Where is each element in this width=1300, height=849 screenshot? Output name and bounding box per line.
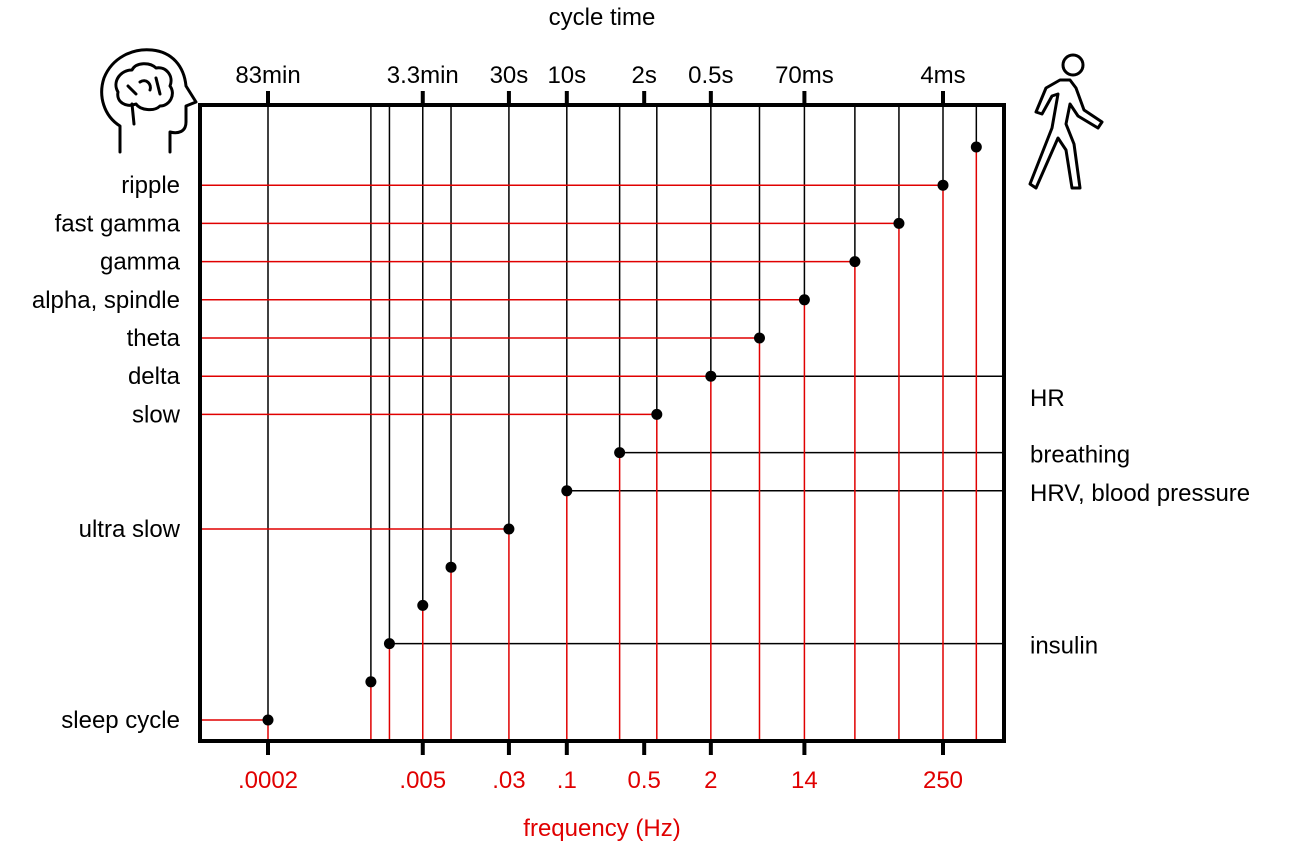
data-points (262, 141, 982, 726)
plot-frame (198, 103, 1006, 743)
top-tick-label: 2s (632, 62, 657, 89)
top-tick-label: 3.3min (387, 62, 459, 89)
top-tick-label: 70ms (775, 62, 834, 89)
data-point (365, 676, 377, 688)
data-point (417, 599, 429, 611)
bottom-tick-label: .03 (492, 767, 525, 794)
top-tick-label: 30s (490, 62, 529, 89)
left-label: fast gamma (55, 210, 181, 237)
right-label: breathing (1030, 442, 1130, 469)
data-point (798, 294, 810, 306)
top-tick-label: 10s (547, 62, 586, 89)
data-point (753, 332, 765, 344)
data-point (503, 523, 515, 535)
bottom-tick-label: .1 (557, 767, 577, 794)
data-point (937, 179, 949, 191)
bottom-tick-label: .005 (399, 767, 446, 794)
left-label: ripple (121, 172, 180, 199)
left-label: delta (128, 363, 181, 390)
left-label: ultra slow (79, 516, 181, 543)
left-label: theta (127, 325, 181, 352)
bottom-tick-label: 250 (923, 767, 963, 794)
data-point (970, 141, 982, 153)
labels: sleep cycle insulin ultra slow HRV, blood p… (32, 62, 1250, 794)
right-label: HRV, blood pressure (1030, 480, 1250, 507)
data-point (705, 370, 717, 382)
top-axis-label: cycle time (549, 4, 656, 31)
connector-lines (200, 105, 1004, 741)
bottom-tick-label: .0002 (238, 767, 298, 794)
left-label: slow (132, 401, 181, 428)
axis-ticks (266, 91, 945, 755)
bottom-axis-label: frequency (Hz) (523, 815, 680, 842)
bottom-tick-label: 14 (791, 767, 818, 794)
top-tick-label: 4ms (920, 62, 965, 89)
right-label: insulin (1030, 633, 1098, 660)
data-point (445, 561, 457, 573)
walking-person-icon (1028, 53, 1104, 190)
data-point (614, 447, 626, 459)
brain-head-icon (100, 48, 198, 154)
top-tick-label: 0.5s (688, 62, 733, 89)
top-tick-label: 83min (235, 62, 300, 89)
data-point (561, 485, 573, 497)
left-label: sleep cycle (61, 707, 180, 734)
data-point (651, 408, 663, 420)
data-point (383, 638, 395, 650)
bottom-tick-label: 0.5 (628, 767, 661, 794)
data-point (262, 714, 274, 726)
data-point (893, 217, 905, 229)
data-point (849, 256, 861, 268)
right-label: HR (1030, 385, 1065, 412)
left-label: alpha, spindle (32, 287, 180, 314)
left-label: gamma (100, 249, 181, 276)
bottom-tick-label: 2 (704, 767, 717, 794)
